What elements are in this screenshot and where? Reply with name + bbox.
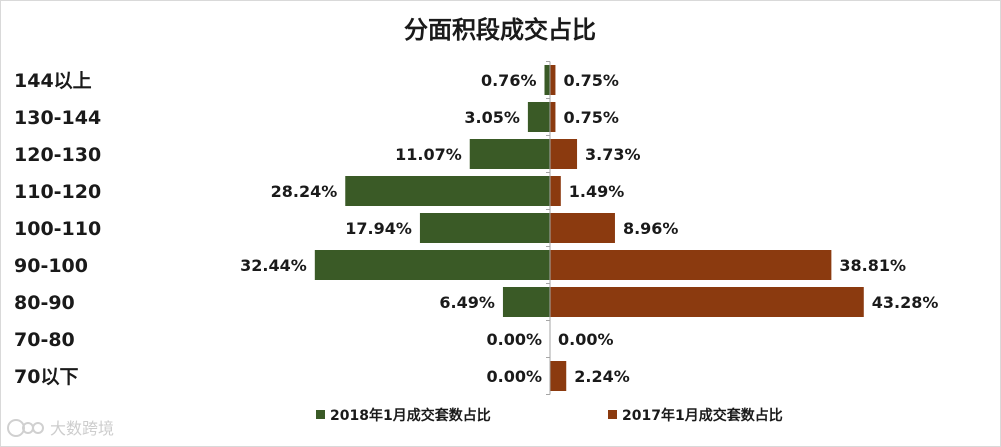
bar-2018	[469, 139, 550, 169]
value-label-2018: 28.24%	[271, 182, 338, 201]
bar-2017	[550, 65, 556, 95]
category-label: 70-80	[14, 329, 75, 351]
value-label-2017: 38.81%	[839, 256, 906, 275]
value-label-2018: 3.05%	[464, 108, 520, 127]
bar-2017	[550, 250, 832, 280]
legend-label-2018: 2018年1月成交套数占比	[330, 407, 491, 424]
value-label-2017: 1.49%	[569, 182, 625, 201]
bar-2017	[550, 102, 556, 132]
bars	[314, 65, 864, 391]
value-label-2017: 0.75%	[563, 71, 619, 90]
legend-label-2017: 2017年1月成交套数占比	[622, 407, 783, 424]
value-label-2018: 0.00%	[486, 367, 542, 386]
category-label: 130-144	[14, 107, 101, 129]
legend: 2018年1月成交套数占比 2017年1月成交套数占比	[316, 407, 783, 424]
bar-2017	[550, 361, 567, 391]
value-label-2018: 6.49%	[439, 293, 495, 312]
bar-2017	[550, 213, 615, 243]
legend-swatch-2018	[316, 410, 325, 419]
category-label: 144以上	[14, 70, 92, 92]
value-label-2018: 11.07%	[395, 145, 462, 164]
category-label: 70以下	[14, 366, 78, 388]
bar-2018	[314, 250, 550, 280]
center-axis	[546, 61, 551, 395]
chart-title: 分面积段成交占比	[404, 16, 596, 44]
bar-2018	[502, 287, 550, 317]
bar-2018	[544, 65, 550, 95]
watermark: 大数跨境	[7, 419, 114, 438]
legend-swatch-2017	[608, 410, 617, 419]
bar-2017	[550, 287, 864, 317]
value-label-2018: 32.44%	[240, 256, 307, 275]
value-label-2018: 0.00%	[486, 330, 542, 349]
category-label: 100-110	[14, 218, 101, 240]
value-label-2017: 8.96%	[623, 219, 679, 238]
value-label-2017: 3.73%	[585, 145, 641, 164]
category-label: 80-90	[14, 292, 75, 314]
watermark-text: 大数跨境	[50, 419, 114, 438]
bar-2018	[527, 102, 550, 132]
bar-2018	[419, 213, 550, 243]
bar-2017	[550, 139, 578, 169]
value-labels: 0.76% 0.75% 3.05% 0.75% 11.07% 3.73% 28.24% 1.4…	[240, 71, 938, 386]
value-label-2017: 0.75%	[563, 108, 619, 127]
value-label-2017: 43.28%	[872, 293, 939, 312]
value-label-2017: 0.00%	[558, 330, 614, 349]
logo-icon	[7, 419, 44, 437]
category-labels: 144以上 130-144 120-130 110-120 100-110 90-100 8…	[14, 70, 101, 388]
value-label-2017: 2.24%	[574, 367, 630, 386]
category-label: 110-120	[14, 181, 101, 203]
category-label: 90-100	[14, 255, 88, 277]
bar-2017	[550, 176, 561, 206]
bar-2018	[345, 176, 550, 206]
value-label-2018: 0.76%	[481, 71, 537, 90]
value-label-2018: 17.94%	[345, 219, 412, 238]
category-label: 120-130	[14, 144, 101, 166]
